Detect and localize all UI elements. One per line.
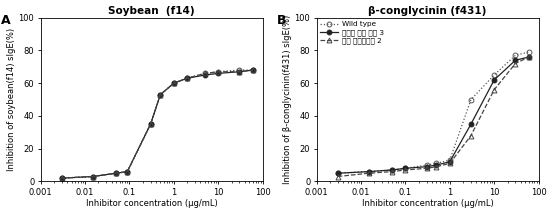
- 자연 돌연변이체 2: [184, 77, 190, 80]
- 유전자 발현 억제 3: [113, 172, 119, 174]
- 자연 돌연변이체 2: [402, 169, 408, 171]
- 유전자 발현 억제 3: [124, 170, 131, 173]
- 자연 돌연변이체 2: [171, 82, 177, 85]
- 자연 돌연변이체 2: [423, 167, 430, 170]
- 자연 돌연변이체 2: [89, 175, 96, 178]
- Line: 유전자 발현 억제 3: 유전자 발현 억제 3: [335, 55, 531, 176]
- Y-axis label: Inhibition of soybean(f14) sIgE(%): Inhibition of soybean(f14) sIgE(%): [7, 28, 16, 171]
- 유전자 발현 억제 3: [433, 164, 440, 166]
- 유전자 발현 억제 3: [184, 77, 190, 80]
- Wild type: [402, 167, 408, 170]
- Wild type: [171, 82, 177, 85]
- 유전자 발현 억제 3: [365, 170, 372, 173]
- 자연 돌연변이체 2: [113, 172, 119, 174]
- 유전자 발현 억제 3: [335, 172, 341, 174]
- 유전자 발현 억제 3: [59, 177, 65, 179]
- 자연 돌연변이체 2: [215, 70, 221, 73]
- Wild type: [423, 164, 430, 166]
- 유전자 발현 억제 3: [236, 70, 243, 73]
- X-axis label: Inhibitor concentration (µg/mL): Inhibitor concentration (µg/mL): [86, 199, 217, 208]
- 유전자 발현 억제 3: [491, 79, 497, 81]
- 자연 돌연변이체 2: [335, 175, 341, 178]
- 유전자 발현 억제 3: [147, 123, 154, 125]
- Wild type: [250, 69, 256, 71]
- 유전자 발현 억제 3: [423, 165, 430, 168]
- Wild type: [512, 54, 519, 57]
- 자연 돌연변이체 2: [250, 69, 256, 71]
- 유전자 발현 억제 3: [171, 82, 177, 85]
- 자연 돌연변이체 2: [389, 170, 395, 173]
- Wild type: [59, 177, 65, 179]
- Wild type: [491, 74, 497, 76]
- Wild type: [365, 170, 372, 173]
- Line: 자연 돌연변이체 2: 자연 돌연변이체 2: [335, 55, 531, 179]
- Wild type: [124, 170, 131, 173]
- 유전자 발현 억제 3: [157, 93, 164, 96]
- 자연 돌연변이체 2: [201, 72, 208, 75]
- 자연 돌연변이체 2: [365, 172, 372, 174]
- Wild type: [447, 159, 453, 161]
- 자연 돌연변이체 2: [147, 123, 154, 125]
- 자연 돌연변이체 2: [157, 93, 164, 96]
- Title: Soybean  (f14): Soybean (f14): [108, 6, 195, 16]
- Text: A: A: [1, 15, 10, 27]
- 자연 돌연변이체 2: [447, 162, 453, 165]
- Wild type: [215, 70, 221, 73]
- Y-axis label: Inhibition of β-conglycinin(f431) sIgE(%): Inhibition of β-conglycinin(f431) sIgE(%…: [283, 15, 292, 184]
- Wild type: [184, 77, 190, 80]
- 자연 돌연변이체 2: [124, 170, 131, 173]
- Wild type: [433, 162, 440, 165]
- Line: Wild type: Wild type: [335, 50, 531, 176]
- Title: β-conglycinin (f431): β-conglycinin (f431): [368, 6, 487, 16]
- Wild type: [157, 93, 164, 96]
- 자연 돌연변이체 2: [491, 88, 497, 91]
- 유전자 발현 억제 3: [201, 74, 208, 76]
- Wild type: [113, 172, 119, 174]
- X-axis label: Inhibitor concentration (µg/mL): Inhibitor concentration (µg/mL): [362, 199, 493, 208]
- 자연 돌연변이체 2: [468, 134, 474, 137]
- Line: 유전자 발현 억제 3: 유전자 발현 억제 3: [59, 68, 255, 181]
- 유전자 발현 억제 3: [402, 167, 408, 170]
- 유전자 발현 억제 3: [512, 59, 519, 62]
- 유전자 발현 억제 3: [250, 69, 256, 71]
- 자연 돌연변이체 2: [512, 62, 519, 65]
- Wild type: [468, 98, 474, 101]
- Wild type: [201, 72, 208, 75]
- Line: Wild type: Wild type: [59, 68, 255, 181]
- Text: B: B: [277, 15, 286, 27]
- 유전자 발현 억제 3: [215, 72, 221, 75]
- Wild type: [89, 175, 96, 178]
- 유전자 발현 억제 3: [468, 123, 474, 125]
- Wild type: [526, 51, 532, 53]
- Legend: Wild type, 유전자 발현 억제 3, 자연 돌연변이체 2: Wild type, 유전자 발현 억제 3, 자연 돌연변이체 2: [320, 21, 384, 44]
- 자연 돌연변이체 2: [236, 70, 243, 73]
- Wild type: [236, 69, 243, 71]
- Wild type: [147, 123, 154, 125]
- Line: 자연 돌연변이체 2: 자연 돌연변이체 2: [59, 68, 255, 181]
- 유전자 발현 억제 3: [389, 169, 395, 171]
- 자연 돌연변이체 2: [59, 177, 65, 179]
- Wild type: [335, 172, 341, 174]
- 유전자 발현 억제 3: [89, 175, 96, 178]
- 자연 돌연변이체 2: [526, 56, 532, 58]
- Wild type: [389, 169, 395, 171]
- 자연 돌연변이체 2: [433, 165, 440, 168]
- 유전자 발현 억제 3: [447, 160, 453, 163]
- 유전자 발현 억제 3: [526, 56, 532, 58]
